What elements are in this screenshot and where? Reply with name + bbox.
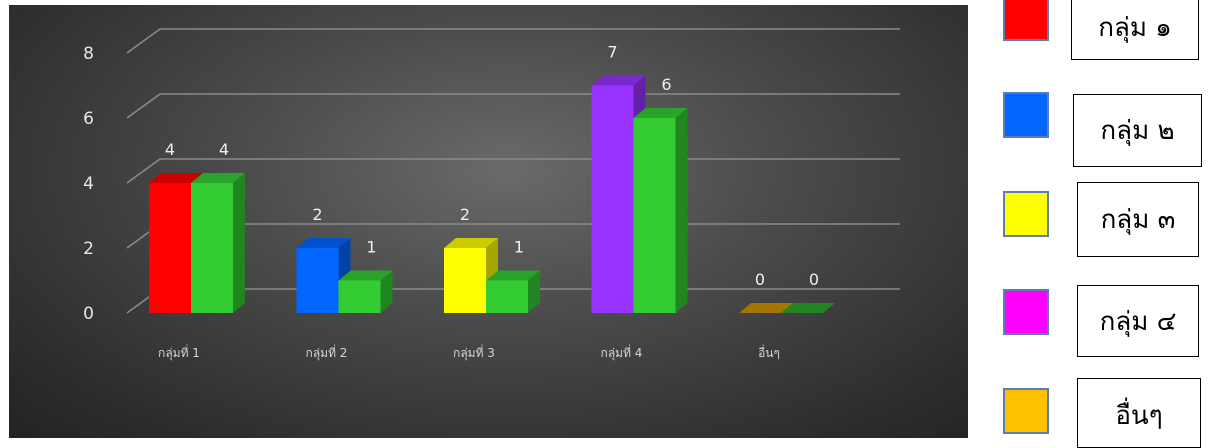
chart-panel: 0 2 4 6 8 4 4 2 1 2 1 7 6 0 0 กลุ่มที่ 1 กลุ่มที่ 2 กลุ่ม… — [9, 5, 968, 438]
bar-2-3-front — [486, 280, 528, 313]
bar-1-4-front — [591, 85, 634, 313]
bar-1-5-label: 0 — [755, 270, 765, 289]
bar-2-2-side — [380, 270, 393, 313]
bar-2-4-label: 6 — [661, 75, 671, 94]
legend-swatch-group-3 — [1003, 191, 1049, 237]
bar-1-4-top — [591, 75, 646, 86]
legend-label-other: อื่นๆ — [1115, 400, 1163, 431]
legend-label-box-group-1: กลุ่ม ๑ — [1071, 0, 1199, 60]
y-tick-label-1: 2 — [83, 239, 94, 259]
bar-1-1-top — [149, 173, 203, 183]
bar-1-1-label: 4 — [165, 140, 175, 159]
bar-1-2-front — [296, 248, 339, 313]
legend-swatch-group-1 — [1003, 0, 1049, 41]
y-tick-label-3: 6 — [83, 109, 94, 129]
legend-swatch-other — [1003, 388, 1049, 434]
legend-label-box-group-3: กลุ่ม ๓ — [1077, 182, 1199, 257]
y-tick-label-4: 8 — [83, 44, 94, 64]
y-tick-label-2: 4 — [83, 174, 94, 194]
x-tick-label-5: อื่นๆ — [758, 344, 780, 360]
bar-2-4-side — [675, 108, 688, 313]
x-tick-label-3: กลุ่มที่ 3 — [453, 344, 495, 361]
bar-2-3-top — [486, 270, 540, 281]
legend-label-group-4: กลุ่ม ๔ — [1099, 306, 1177, 337]
bar-2-2-top — [338, 270, 393, 281]
bar-2-1-front — [191, 183, 233, 313]
legend-label-group-2: กลุ่ม ๒ — [1100, 116, 1175, 146]
bar-2-5-label: 0 — [809, 270, 819, 289]
bar-2-1-label: 4 — [219, 140, 229, 159]
bar-1-2-top — [296, 238, 351, 248]
bar-1-5-top — [739, 303, 793, 313]
bar-2-5-top — [781, 303, 835, 313]
bar-2-2-front — [338, 280, 381, 313]
bar-2-4-top — [633, 108, 688, 118]
legend-label-box-group-4: กลุ่ม ๔ — [1077, 285, 1199, 357]
x-tick-label-1: กลุ่มที่ 1 — [158, 344, 200, 361]
bar-2-1-top — [191, 173, 245, 183]
bar-2-1-side — [233, 173, 245, 313]
legend-swatch-group-2 — [1003, 92, 1049, 138]
bar-1-2-label: 2 — [312, 205, 322, 224]
bar-2-4-front — [633, 118, 676, 313]
legend-label-box-group-2: กลุ่ม ๒ — [1073, 94, 1202, 167]
x-tick-label-2: กลุ่มที่ 2 — [306, 344, 348, 361]
bar-1-3-label: 2 — [460, 205, 470, 224]
bar-1-3-top — [444, 238, 498, 248]
legend-swatch-group-4 — [1003, 289, 1049, 335]
bar-chart: 0 2 4 6 8 4 4 2 1 2 1 7 6 0 0 กลุ่มที่ 1 กลุ่มที่ 2 กลุ่ม… — [83, 28, 900, 361]
bar-1-4-label: 7 — [607, 43, 617, 62]
y-tick-label-0: 0 — [83, 304, 94, 324]
gridline-4 — [126, 28, 900, 54]
legend-label-group-1: กลุ่ม ๑ — [1098, 12, 1172, 43]
bar-2-3-label: 1 — [514, 238, 524, 257]
x-tick-label-4: กลุ่มที่ 4 — [601, 344, 643, 361]
gridline-3 — [126, 93, 900, 119]
bar-2-3-side — [528, 270, 540, 313]
bar-1-3-front — [444, 248, 486, 313]
cropped-heading-fragment — [0, 0, 120, 5]
bar-2-2-label: 1 — [366, 238, 376, 257]
legend-label-group-3: กลุ่ม ๓ — [1100, 205, 1176, 235]
bar-1-1-front — [149, 183, 191, 313]
